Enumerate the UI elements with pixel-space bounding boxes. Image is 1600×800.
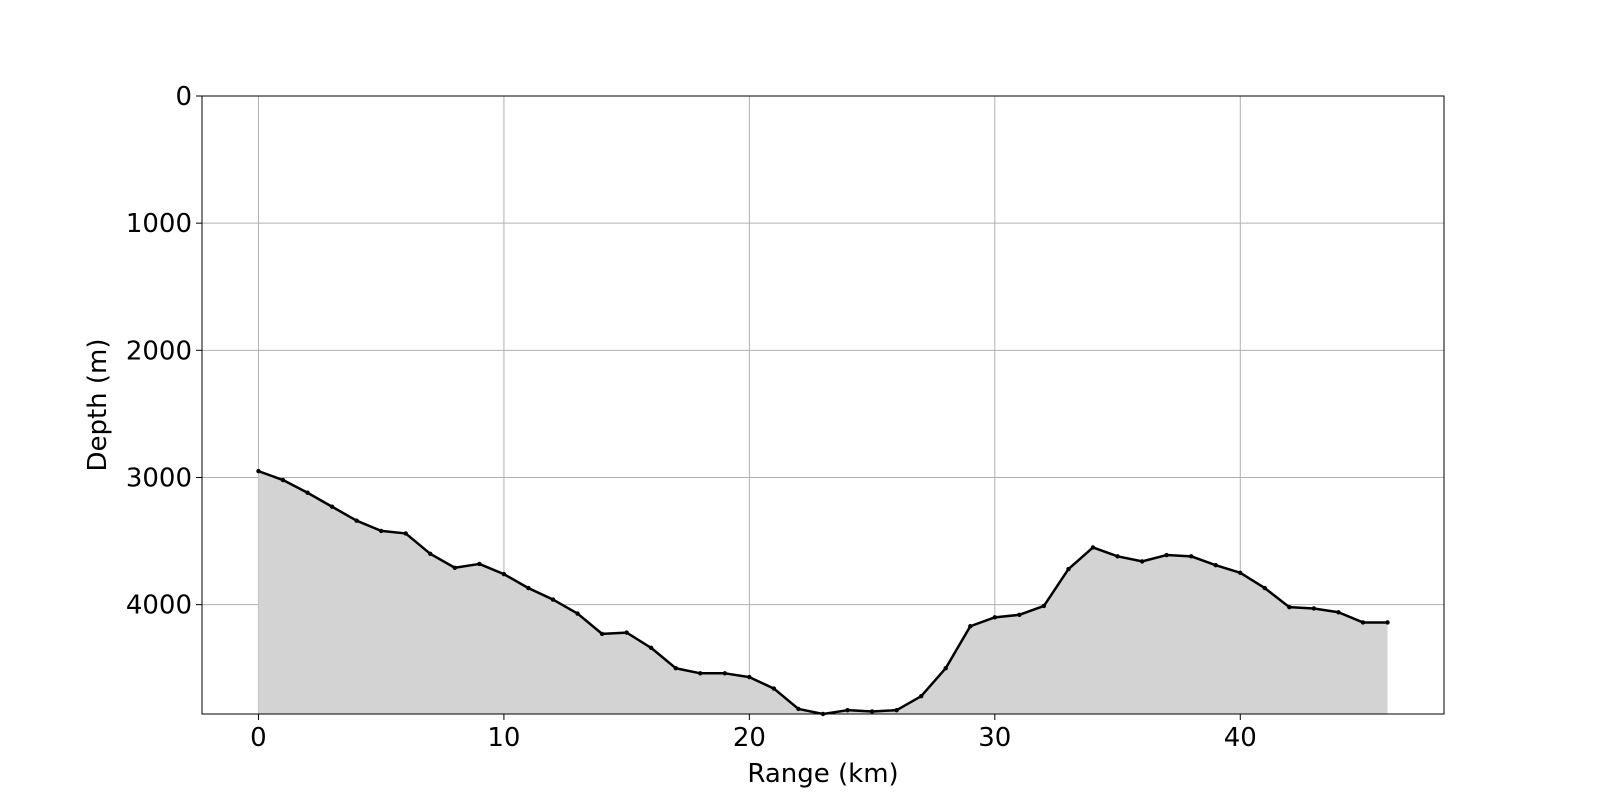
data-point-34	[1090, 545, 1096, 550]
data-point-8	[452, 565, 458, 570]
x-tick-label-3: 30	[978, 723, 1011, 753]
data-point-27	[918, 693, 924, 699]
data-point-37	[1164, 552, 1169, 558]
data-point-38	[1188, 554, 1194, 559]
data-point-13	[575, 611, 580, 616]
data-point-31	[1017, 612, 1022, 618]
data-point-3	[329, 504, 335, 509]
seabed-fill	[258, 471, 1388, 714]
y-tick-label-2: 2000	[126, 336, 192, 366]
data-point-33	[1066, 566, 1071, 572]
data-point-9	[477, 561, 482, 567]
data-point-21	[771, 686, 777, 691]
data-point-4	[354, 518, 359, 523]
x-tick-label-1: 10	[487, 723, 520, 753]
x-axis-ticks: 0 10 20 30 40	[250, 714, 1257, 753]
x-tick-label-2: 20	[733, 723, 766, 753]
data-point-30	[992, 615, 998, 620]
data-point-14	[599, 631, 605, 637]
data-point-17	[673, 666, 678, 671]
y-axis-label: Depth (m)	[83, 338, 113, 471]
data-point-0	[256, 468, 261, 474]
data-point-1	[280, 477, 286, 483]
y-axis-ticks: 0 1000 2000 3000 4000	[126, 82, 202, 621]
data-point-24	[845, 707, 850, 713]
data-point-44	[1336, 610, 1341, 615]
data-point-36	[1139, 559, 1145, 564]
data-point-2	[305, 490, 310, 495]
data-point-29	[968, 624, 973, 629]
data-point-35	[1115, 554, 1120, 559]
data-point-12	[550, 597, 556, 602]
data-point-6	[403, 531, 408, 536]
y-tick-label-4: 4000	[126, 591, 192, 621]
data-point-7	[428, 551, 433, 556]
plot-area-frame	[201, 95, 1445, 715]
data-point-45	[1360, 620, 1366, 625]
data-point-5	[378, 528, 384, 534]
x-axis-label: Range (km)	[747, 759, 898, 789]
data-point-16	[648, 645, 654, 651]
data-point-43	[1311, 606, 1317, 611]
x-tick-label-4: 40	[1224, 723, 1257, 753]
data-point-22	[796, 706, 801, 712]
data-point-32	[1041, 603, 1047, 609]
data-point-40	[1238, 570, 1243, 576]
data-point-18	[698, 671, 703, 676]
data-point-20	[747, 674, 752, 680]
data-point-26	[894, 707, 899, 713]
data-point-10	[501, 571, 507, 577]
data-point-39	[1213, 563, 1218, 568]
data-point-markers	[256, 468, 1390, 717]
data-point-25	[869, 709, 875, 714]
data-point-41	[1262, 585, 1268, 591]
data-point-42	[1287, 604, 1292, 610]
data-point-11	[526, 585, 531, 591]
x-tick-label-0: 0	[250, 723, 267, 753]
data-point-15	[624, 630, 629, 635]
data-point-46	[1385, 620, 1390, 625]
y-tick-label-0: 0	[175, 82, 192, 112]
data-point-28	[943, 666, 948, 671]
seabed-fill-area	[258, 471, 1388, 714]
y-tick-label-1: 1000	[126, 209, 192, 239]
y-tick-label-3: 3000	[126, 463, 192, 493]
data-point-19	[722, 671, 728, 676]
